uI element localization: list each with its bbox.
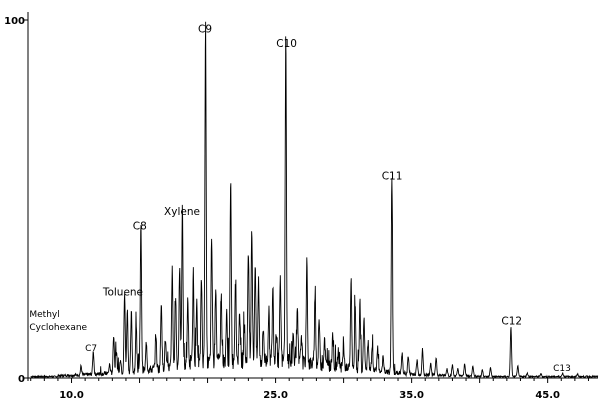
peak-label: C10: [276, 38, 297, 50]
x-tick-label: 45.0: [535, 390, 560, 401]
peak-label: Xylene: [164, 206, 200, 218]
tick-labels: 0 100 10.0 25.0 35.0 45.0: [4, 16, 560, 401]
chromatogram-trace: [30, 21, 599, 379]
tick-marks: [24, 19, 589, 383]
y-tick-label: 100: [4, 16, 25, 27]
peak-label: Methyl: [29, 310, 59, 320]
peak-label: C9: [198, 24, 212, 36]
peak-label: C8: [133, 220, 147, 232]
peak-label: C7: [85, 344, 97, 354]
peak-label: C12: [501, 315, 522, 327]
peak-label: C11: [382, 170, 403, 182]
x-tick-label: 35.0: [399, 390, 424, 401]
chart-axes: [25, 12, 598, 381]
peak-label: Toluene: [102, 287, 143, 299]
y-tick-label: 0: [18, 374, 25, 385]
chromatogram-line: [30, 21, 599, 379]
peak-label: Cyclohexane: [29, 323, 87, 333]
x-tick-label: 25.0: [263, 390, 288, 401]
peak-label: C13: [553, 364, 571, 374]
x-tick-label: 10.0: [59, 390, 84, 401]
peak-annotations: Methyl Cyclohexane C7 Toluene C8 Xylene C9 C10 C…: [29, 24, 570, 374]
